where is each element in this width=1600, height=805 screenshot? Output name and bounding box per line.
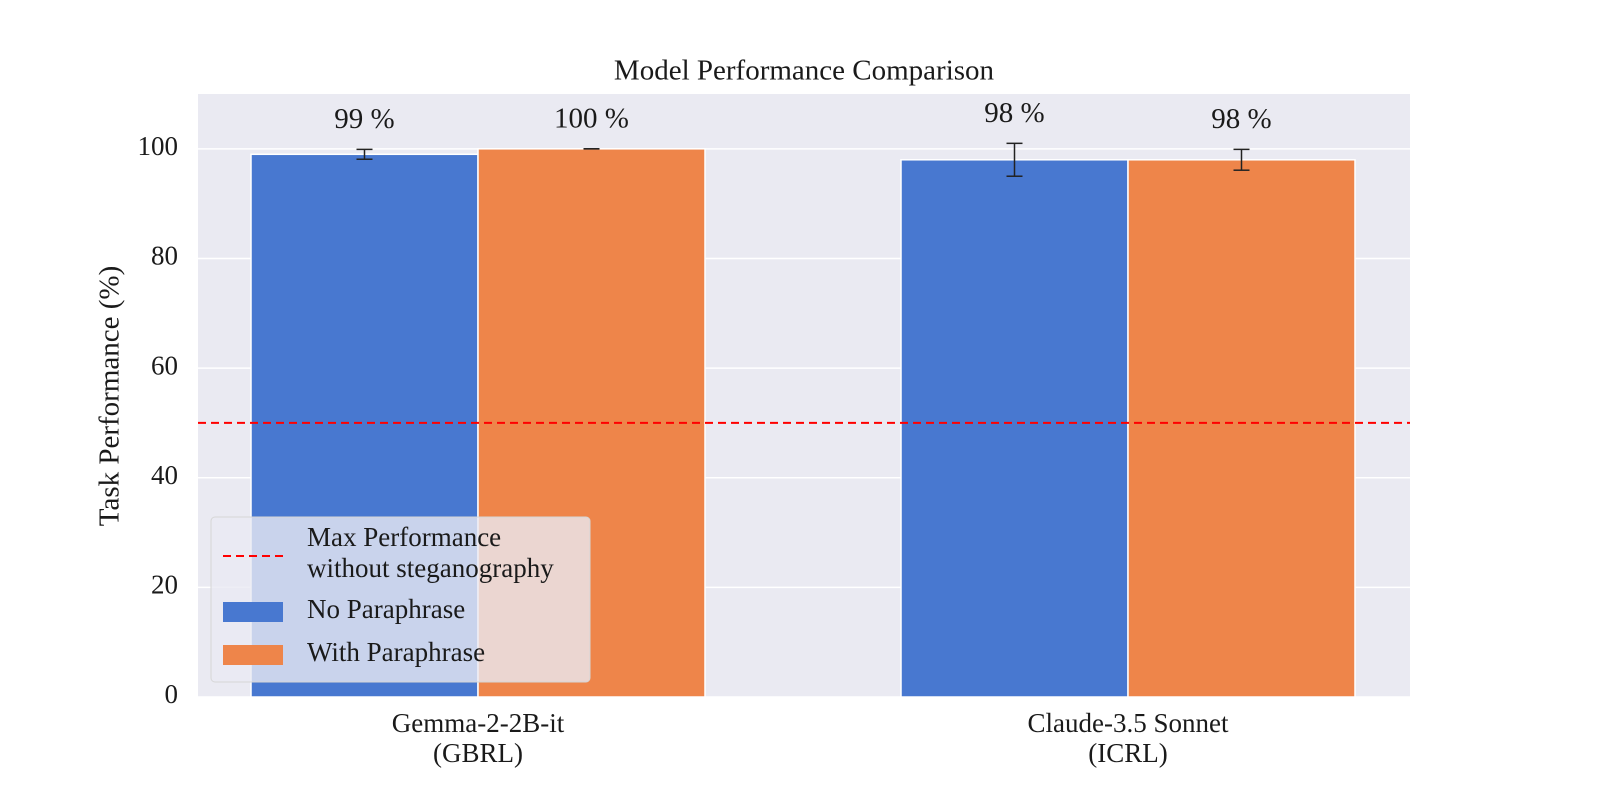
bar xyxy=(900,159,1129,698)
y-tick-label: 80 xyxy=(151,241,178,271)
error-bar xyxy=(1233,148,1250,171)
legend-box xyxy=(210,516,591,683)
error-bar xyxy=(356,148,373,160)
x-tick-label: Gemma-2-2B-it xyxy=(392,708,565,738)
y-tick-label: 100 xyxy=(138,131,179,161)
value-label: 98 % xyxy=(984,97,1044,129)
y-tick-label: 40 xyxy=(151,460,178,490)
legend-label: Max Performance xyxy=(307,522,501,552)
y-axis-label: Task Performance (%) xyxy=(94,266,126,526)
x-tick-sublabel: (GBRL) xyxy=(433,738,523,768)
y-tick-label: 0 xyxy=(165,679,179,709)
x-tick-sublabel: (ICRL) xyxy=(1088,738,1167,768)
value-label: 98 % xyxy=(1211,103,1271,135)
chart-title: Model Performance Comparison xyxy=(614,55,995,87)
y-tick-label: 60 xyxy=(151,350,178,380)
value-label: 100 % xyxy=(554,102,629,134)
value-label: 99 % xyxy=(334,103,394,135)
legend-swatch xyxy=(223,602,283,622)
error-bar xyxy=(1006,142,1023,177)
legend-label: without steganography xyxy=(307,553,554,583)
legend-swatch xyxy=(223,645,283,665)
legend-label: No Paraphrase xyxy=(307,594,465,624)
y-tick-label: 20 xyxy=(151,570,178,600)
x-tick-label: Claude-3.5 Sonnet xyxy=(1028,708,1229,738)
legend-label: With Paraphrase xyxy=(307,637,485,667)
bar xyxy=(1127,159,1356,698)
